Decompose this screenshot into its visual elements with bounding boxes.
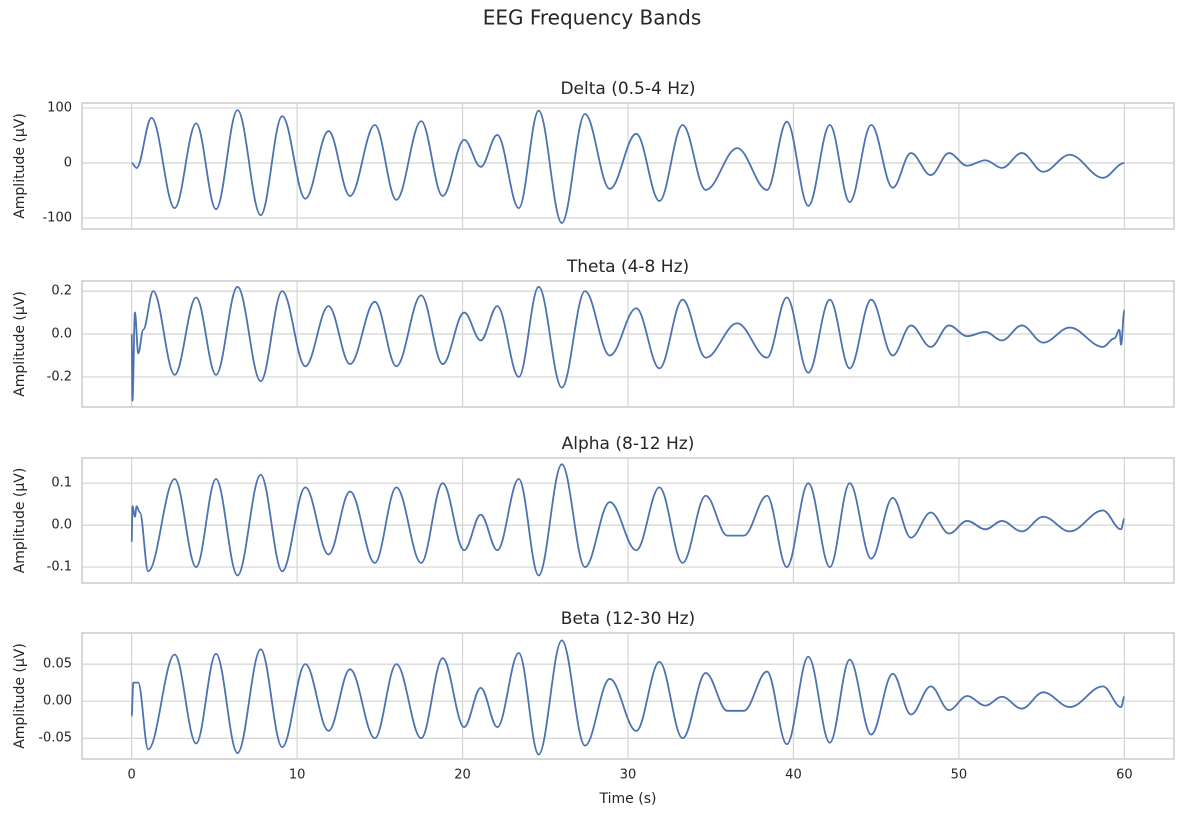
signal-line <box>130 463 1126 577</box>
x-tick-label: 40 <box>785 768 802 783</box>
y-tick-label: 0.05 <box>43 657 72 672</box>
y-axis-label: Amplitude (µV) <box>12 643 28 749</box>
plot-frame <box>81 632 1175 760</box>
x-tick-label: 30 <box>620 768 637 783</box>
subplot-title: Beta (12-30 Hz) <box>561 609 695 629</box>
signal-line <box>131 109 1125 224</box>
y-tick-label: 100 <box>47 100 72 115</box>
y-tick-label: 0.2 <box>51 284 72 299</box>
plot-frame <box>81 457 1175 584</box>
y-axis-label: Amplitude (µV) <box>12 468 28 574</box>
y-tick-label: -0.1 <box>47 560 72 575</box>
y-tick-label: 0.00 <box>43 694 72 709</box>
x-tick-label: 20 <box>454 768 471 783</box>
y-tick-label: 0.0 <box>51 518 72 533</box>
y-tick-label: 0.1 <box>51 476 72 491</box>
y-tick-label: 0.0 <box>51 327 72 342</box>
plot-frame <box>81 280 1175 408</box>
subplot-title: Theta (4-8 Hz) <box>566 257 689 277</box>
y-tick-label: -100 <box>42 210 72 225</box>
signal-line <box>130 285 1126 402</box>
x-axis-label: Time (s) <box>599 791 657 807</box>
y-tick-label: -0.2 <box>47 369 72 384</box>
y-axis-label: Amplitude (µV) <box>12 291 28 397</box>
figure-title: EEG Frequency Bands <box>483 6 702 30</box>
y-tick-label: 0 <box>64 155 72 170</box>
y-tick-label: -0.05 <box>38 731 72 746</box>
y-axis-label: Amplitude (µV) <box>12 113 28 219</box>
subplot-title: Delta (0.5-4 Hz) <box>560 79 695 99</box>
x-tick-label: 50 <box>951 768 968 783</box>
x-tick-label: 0 <box>127 768 135 783</box>
subplot-title: Alpha (8-12 Hz) <box>562 434 695 454</box>
signal-line <box>130 639 1126 756</box>
plot-frame <box>81 102 1175 230</box>
x-tick-label: 60 <box>1116 768 1133 783</box>
x-tick-label: 10 <box>289 768 306 783</box>
